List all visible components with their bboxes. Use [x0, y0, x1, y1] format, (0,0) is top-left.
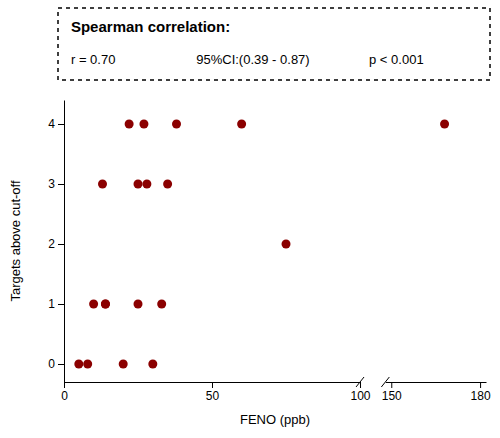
y-tick-mark	[58, 124, 64, 125]
annotation-title: Spearman correlation:	[71, 18, 230, 35]
y-tick-mark	[58, 244, 64, 245]
x-axis: 0 50 100	[61, 382, 371, 403]
y-tick: 1	[48, 297, 64, 311]
points	[74, 120, 290, 369]
annotation-border	[58, 8, 490, 80]
point	[139, 120, 148, 129]
point	[119, 360, 128, 369]
point	[74, 360, 83, 369]
annotation-text: r = 0.70	[71, 52, 115, 67]
annotation-text: p < 0.001	[369, 52, 424, 67]
y-tick: 0	[48, 357, 64, 371]
point	[125, 120, 134, 129]
x-tick-label: 100	[351, 389, 371, 403]
points	[440, 120, 449, 129]
x-tick-mark	[391, 382, 392, 388]
annotation-text: 95%CI:(0.39 - 0.87)	[196, 52, 309, 67]
y-tick-mark	[58, 304, 64, 305]
segment: 0 50 100 0 1 2 3 4	[48, 101, 371, 403]
annotation-box: Spearman correlation: r = 0.70 95%CI:(0.39…	[58, 8, 490, 80]
x-tick-mark	[480, 382, 481, 388]
point	[237, 120, 246, 129]
point	[98, 180, 107, 189]
x-tick: 50	[206, 382, 220, 403]
point	[101, 300, 110, 309]
segment: 150 180	[381, 120, 491, 403]
point	[134, 300, 143, 309]
y-axis: 0 1 2 3 4	[48, 101, 64, 383]
y-tick: 2	[48, 237, 64, 251]
point	[148, 360, 157, 369]
x-tick-mark	[212, 382, 213, 388]
point	[440, 120, 449, 129]
y-tick-label: 0	[48, 357, 55, 371]
y-axis-title: Targets above cut-off	[8, 180, 23, 302]
point	[101, 300, 110, 309]
y-tick-mark	[58, 184, 64, 185]
x-tick-mark	[360, 382, 361, 388]
x-tick: 100	[351, 382, 371, 403]
y-tick: 4	[48, 117, 64, 131]
x-tick: 0	[61, 382, 68, 403]
point	[172, 120, 181, 129]
axis-break	[381, 377, 389, 387]
y-tick-label: 2	[48, 237, 55, 251]
y-tick-label: 1	[48, 297, 55, 311]
x-axis: 150 180	[382, 382, 491, 403]
x-tick: 150	[382, 382, 402, 403]
y-tick-label: 4	[48, 117, 55, 131]
x-tick: 180	[471, 382, 491, 403]
y-tick-mark	[58, 364, 64, 365]
x-tick-label: 0	[61, 389, 68, 403]
point	[134, 180, 143, 189]
point	[163, 180, 172, 189]
x-tick-label: 180	[471, 389, 491, 403]
point	[157, 300, 166, 309]
axis-break	[356, 377, 364, 387]
x-tick-label: 150	[382, 389, 402, 403]
x-tick-mark	[64, 382, 65, 388]
y-tick: 3	[48, 177, 64, 191]
point	[89, 300, 98, 309]
point	[282, 240, 291, 249]
y-axis-line	[64, 101, 65, 383]
x-axis-title: FENO (ppb)	[240, 412, 310, 427]
x-axis-line	[386, 382, 487, 383]
chart: Spearman correlation: r = 0.70 95%CI:(0.39…	[0, 0, 500, 438]
point	[142, 180, 151, 189]
x-tick-label: 50	[206, 389, 220, 403]
point	[83, 360, 92, 369]
y-tick-label: 3	[48, 177, 55, 191]
